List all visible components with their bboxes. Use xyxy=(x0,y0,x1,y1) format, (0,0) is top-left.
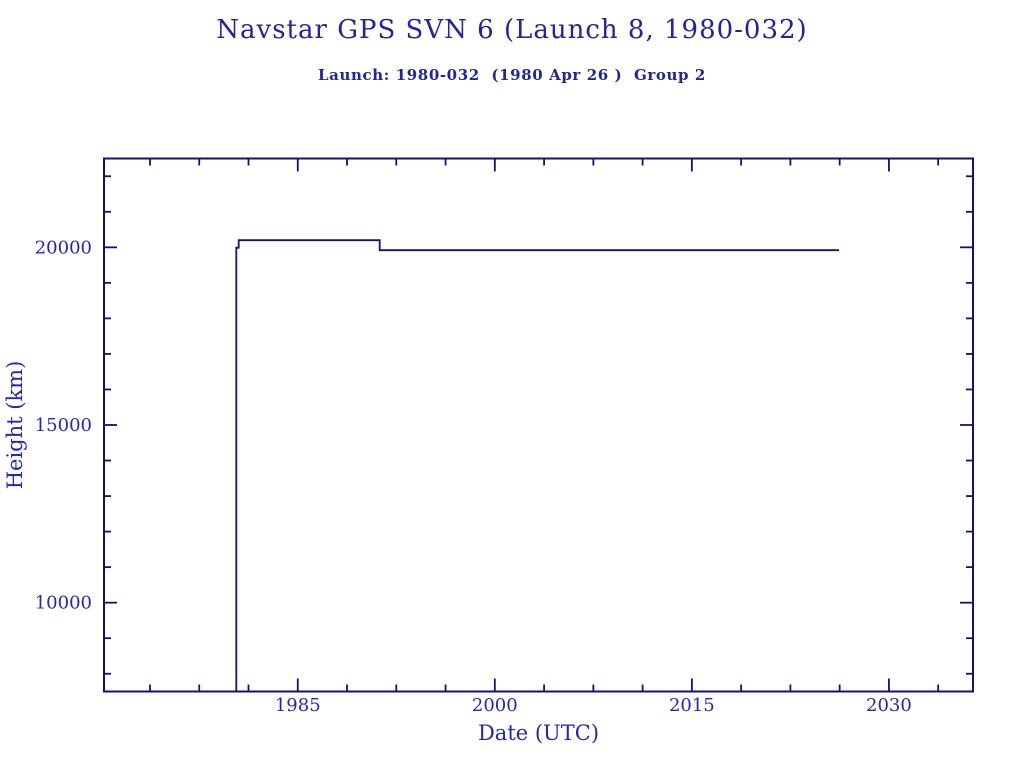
x-tick-label: 2015 xyxy=(669,695,715,716)
y-tick-label: 20000 xyxy=(35,237,92,258)
x-axis-label: Date (UTC) xyxy=(478,721,599,745)
y-axis-label: Height (km) xyxy=(3,361,27,490)
height-series-line xyxy=(235,239,839,692)
x-tick-label: 2000 xyxy=(472,695,518,716)
y-tick-label: 15000 xyxy=(35,415,92,436)
y-tick-label: 10000 xyxy=(35,593,92,614)
plot-border xyxy=(103,157,974,693)
x-tick-label: 1985 xyxy=(275,695,321,716)
chart-title: Navstar GPS SVN 6 (Launch 8, 1980-032) xyxy=(216,15,808,45)
x-tick-label: 2030 xyxy=(866,695,912,716)
chart-subtitle: Launch: 1980-032 (1980 Apr 26 ) Group 2 xyxy=(318,66,706,84)
